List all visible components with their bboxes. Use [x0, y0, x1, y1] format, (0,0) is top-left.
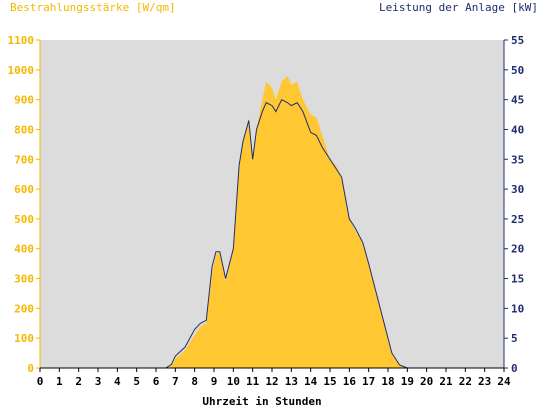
tick-labels-layer: 0100200300400500600700800900100011000510…	[8, 34, 525, 388]
x-tick-label: 20	[420, 375, 433, 388]
x-tick-label: 17	[362, 375, 375, 388]
x-tick-label: 23	[478, 375, 491, 388]
power-line	[40, 98, 504, 369]
x-tick-label: 6	[153, 375, 160, 388]
right-tick-label: 0	[511, 362, 518, 375]
left-tick-label: 400	[14, 243, 34, 256]
x-tick-label: 8	[191, 375, 198, 388]
x-tick-label: 22	[459, 375, 472, 388]
x-tick-label: 5	[133, 375, 140, 388]
x-tick-label: 9	[211, 375, 218, 388]
left-tick-label: 100	[14, 332, 34, 345]
left-tick-label: 300	[14, 273, 34, 286]
right-tick-label: 20	[511, 243, 524, 256]
right-axis-title: Leistung der Anlage [kW]	[379, 1, 538, 14]
right-tick-label: 30	[511, 183, 524, 196]
right-tick-label: 15	[511, 273, 524, 286]
x-tick-label: 1	[56, 375, 63, 388]
x-axis-title: Uhrzeit in Stunden	[202, 395, 321, 408]
left-tick-label: 700	[14, 153, 34, 166]
x-tick-label: 12	[265, 375, 278, 388]
x-tick-label: 10	[227, 375, 240, 388]
left-tick-label: 200	[14, 302, 34, 315]
x-tick-label: 18	[381, 375, 394, 388]
x-tick-label: 24	[497, 375, 511, 388]
x-tick-label: 11	[246, 375, 260, 388]
right-tick-label: 25	[511, 213, 524, 226]
x-tick-label: 15	[323, 375, 336, 388]
left-tick-label: 1000	[8, 64, 35, 77]
right-tick-label: 50	[511, 64, 524, 77]
right-tick-label: 10	[511, 302, 524, 315]
right-tick-label: 45	[511, 94, 524, 107]
x-tick-label: 0	[37, 375, 44, 388]
x-tick-label: 4	[114, 375, 121, 388]
irradiance-area	[40, 75, 504, 368]
x-tick-label: 13	[285, 375, 298, 388]
x-tick-label: 14	[304, 375, 318, 388]
left-axis-title: Bestrahlungsstärke [W/qm]	[10, 1, 176, 14]
x-tick-label: 19	[401, 375, 414, 388]
left-tick-label: 0	[27, 362, 34, 375]
left-tick-label: 900	[14, 94, 34, 107]
left-tick-label: 1100	[8, 34, 35, 47]
x-tick-label: 2	[75, 375, 82, 388]
left-tick-label: 800	[14, 123, 34, 136]
right-tick-label: 5	[511, 332, 518, 345]
right-tick-label: 40	[511, 123, 524, 136]
left-tick-label: 500	[14, 213, 34, 226]
left-tick-label: 600	[14, 183, 34, 196]
right-tick-label: 35	[511, 153, 524, 166]
axes-layer	[36, 39, 508, 372]
x-tick-label: 3	[95, 375, 102, 388]
x-tick-label: 21	[439, 375, 453, 388]
x-tick-label: 16	[343, 375, 357, 388]
series-layer	[40, 75, 504, 369]
x-tick-label: 7	[172, 375, 179, 388]
right-tick-label: 55	[511, 34, 524, 47]
